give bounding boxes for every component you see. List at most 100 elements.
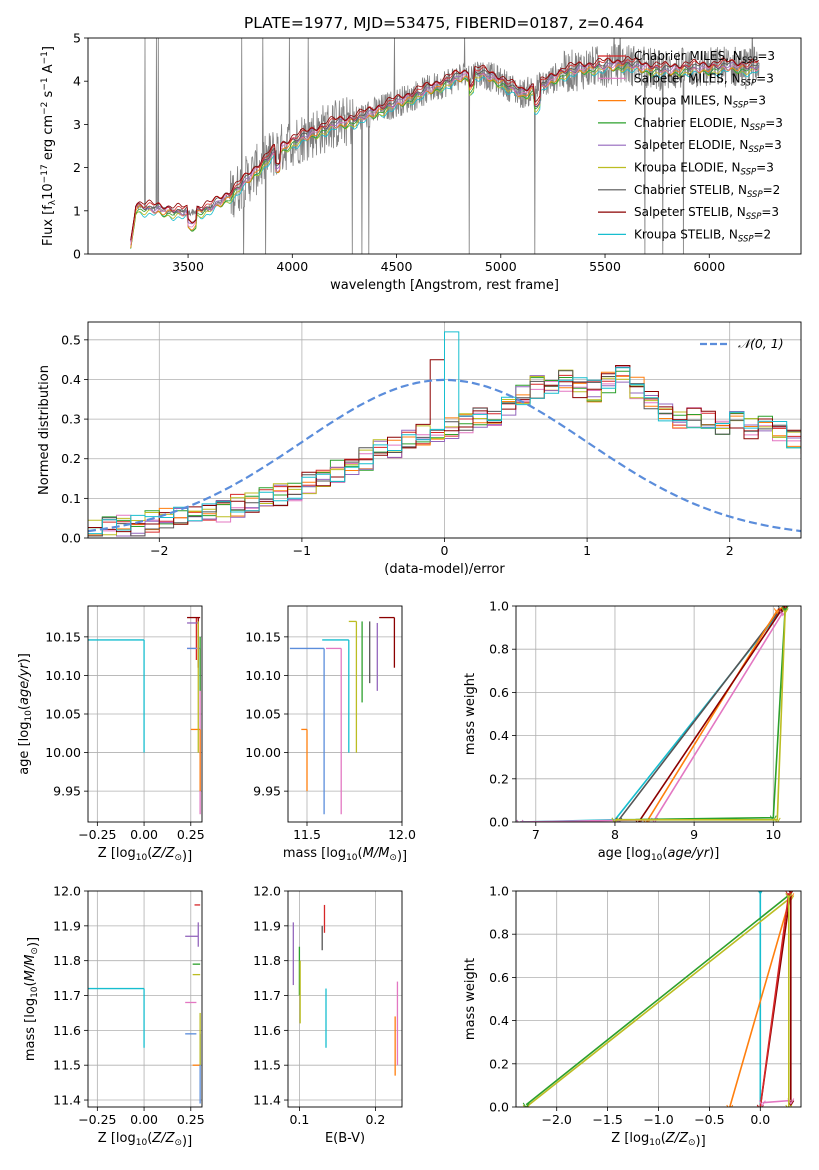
weight-point: [773, 817, 781, 822]
label-part: Z/Z: [665, 1131, 689, 1146]
label-part: )]: [696, 1134, 706, 1149]
label-part: M/M: [23, 955, 38, 982]
x-tick-label: 0.1: [289, 1112, 309, 1127]
model-line-kroupa-stelib: [130, 66, 760, 248]
x-axis-label: Z [log10(Z/Z⊙)]: [98, 1131, 192, 1149]
y-tick-label: 5: [73, 31, 81, 46]
legend-entry: Salpeter ELODIE, NSSP=3: [634, 138, 782, 155]
y-tick-label: 0.1: [61, 491, 81, 506]
plot-area-spectrum: [130, 38, 760, 254]
normal-curve: [88, 378, 801, 533]
label-part: A: [41, 64, 56, 77]
x-axis-label: Z [log10(Z/Z⊙)]: [611, 1131, 705, 1149]
frame: [515, 890, 802, 1108]
axes-frame: [87, 37, 802, 255]
x-axis-label: mass [log10(M/M⊙)]: [283, 846, 407, 864]
legend: 𝒩(0, 1): [700, 336, 784, 351]
label-part: (: [662, 846, 667, 861]
y-tick-label: 0: [73, 247, 81, 262]
legend-entry: Salpeter STELIB, NSSP=3: [634, 205, 779, 222]
label-part: 10: [41, 183, 56, 200]
frame: [87, 890, 203, 1108]
label-part: age [: [17, 741, 32, 774]
label-part: s: [41, 90, 56, 101]
axes-frame: [87, 321, 802, 539]
weight-point: [757, 891, 763, 895]
y-tick-label: 0.4: [489, 728, 509, 743]
label-part: =3: [761, 205, 779, 219]
label-part: Chabrier ELODIE, N: [634, 116, 750, 130]
weight-point: [758, 1100, 766, 1107]
label-part: 10: [30, 986, 40, 998]
label-part: Z/Z: [151, 1131, 175, 1146]
label-part: SSP: [742, 56, 758, 66]
frame: [287, 605, 403, 823]
label-part: (: [17, 705, 32, 710]
label-part: log: [116, 846, 136, 861]
y-tick-label: 0.2: [61, 451, 81, 466]
label-part: mass [: [23, 1018, 38, 1061]
label-part: )]: [26, 937, 41, 947]
frame: [87, 321, 802, 539]
x-axis-label: wavelength [Angstrom, rest frame]: [330, 278, 559, 293]
label-part: −2: [40, 102, 50, 115]
label-part: (: [147, 846, 152, 861]
label-part: 10: [651, 853, 663, 863]
legend-entry: Chabrier ELODIE, NSSP=3: [634, 116, 783, 133]
label-part: SSP: [738, 234, 754, 244]
plot-area-residual-histogram: [88, 331, 801, 537]
weight-point: [611, 817, 619, 822]
y-tick-label: 2: [73, 160, 81, 175]
label-part: log: [23, 998, 38, 1018]
x-axis-label: Z [log10(Z/Z⊙)]: [98, 846, 192, 864]
label-part: SSP: [748, 145, 764, 155]
y-tick-label: 10.00: [245, 745, 281, 760]
axes-frame: [515, 890, 802, 1108]
label-part: age/yr: [17, 662, 32, 705]
label-part: Kroupa STELIB, N: [634, 227, 738, 241]
label-part: (: [358, 846, 363, 861]
label-part: Salpeter STELIB, N: [634, 205, 746, 219]
label-part: Z/Z: [151, 846, 175, 861]
frame: [515, 605, 802, 823]
axes-age-vs-mass: 11.5 12.0 9.95 10.00 10.05 10.10 10.15 mass [lo…: [245, 605, 416, 864]
label-part: Salpeter ELODIE, N: [634, 138, 748, 152]
model-line-salpeter-stelib: [130, 55, 759, 241]
legend-entry: Salpeter MILES, NSSP=3: [634, 71, 774, 88]
model-line-chabrier-miles: [130, 57, 760, 240]
label-part: erg cm: [41, 115, 56, 164]
label-part: log: [631, 846, 651, 861]
plot-area-mass-vs-ebv: [292, 904, 399, 1076]
axes-frame: [87, 605, 203, 823]
y-tick-label: 11.6: [253, 1023, 281, 1038]
label-part: M/M: [363, 846, 390, 861]
y-tick-label: 11.9: [53, 918, 81, 933]
x-tick-label: 8: [611, 827, 619, 842]
label-part: =3: [748, 94, 766, 108]
weight-line-salpeter-miles: [762, 1099, 791, 1104]
label-part: 10: [136, 853, 148, 863]
x-tick-label: −0.25: [78, 1112, 116, 1127]
x-tick-label: −0.25: [78, 827, 116, 842]
label-part: age [: [598, 846, 631, 861]
y-tick-label: 0.2: [489, 771, 509, 786]
figure-title: PLATE=1977, MJD=53475, FIBERID=0187, z=0…: [244, 14, 644, 32]
y-tick-label: 11.8: [253, 953, 281, 968]
weight-point: [785, 893, 793, 900]
label-part: )]: [709, 846, 719, 861]
y-tick-label: 11.4: [53, 1093, 81, 1108]
x-tick-label: 2: [726, 543, 734, 558]
label-part: Flux [f: [41, 205, 56, 246]
label-part: ⊙: [174, 1138, 182, 1148]
label-part: =3: [756, 161, 774, 175]
y-tick-label: 11.5: [53, 1058, 81, 1073]
x-tick-label: 0.25: [177, 1112, 205, 1127]
frame: [87, 605, 203, 823]
y-tick-label: 10.15: [245, 629, 281, 644]
plot-area-age-vs-metallicity: [88, 616, 201, 815]
label-part: Chabrier MILES, N: [634, 49, 742, 63]
label-part: log: [326, 846, 346, 861]
model-line-chabrier-elodie: [130, 63, 759, 249]
y-tick-label: 1.0: [489, 599, 509, 614]
